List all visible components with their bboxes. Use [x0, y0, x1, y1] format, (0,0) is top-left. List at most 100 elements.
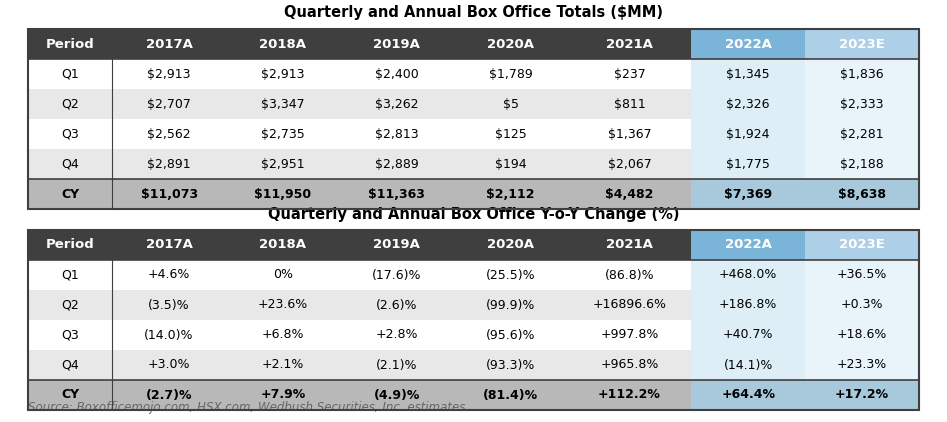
Bar: [454, 350, 567, 380]
Bar: [112, 29, 226, 59]
Bar: [805, 149, 919, 179]
Text: Source: Boxofficemojo.com, HSX.com, Wedbush Securities, Inc. estimates: Source: Boxofficemojo.com, HSX.com, Wedb…: [28, 401, 465, 414]
Bar: [567, 230, 691, 260]
Bar: [805, 119, 919, 149]
Bar: [340, 380, 454, 410]
Text: +64.4%: +64.4%: [722, 389, 776, 401]
Text: +18.6%: +18.6%: [837, 328, 887, 341]
Bar: [454, 119, 567, 149]
Text: +36.5%: +36.5%: [837, 268, 887, 281]
Text: 2021A: 2021A: [606, 38, 652, 51]
Bar: [691, 380, 805, 410]
Bar: [28, 179, 112, 209]
Bar: [805, 29, 919, 59]
Bar: [805, 230, 919, 260]
Text: +186.8%: +186.8%: [719, 298, 777, 311]
Text: +16896.6%: +16896.6%: [593, 298, 667, 311]
Text: $125: $125: [494, 127, 527, 141]
Bar: [112, 320, 226, 350]
Bar: [805, 350, 919, 380]
Bar: [454, 260, 567, 290]
Text: +997.8%: +997.8%: [600, 328, 658, 341]
Text: $2,400: $2,400: [375, 68, 419, 81]
Text: +3.0%: +3.0%: [148, 359, 190, 371]
Text: $8,638: $8,638: [838, 187, 886, 200]
Bar: [567, 119, 691, 149]
Text: $4,482: $4,482: [605, 187, 653, 200]
Text: (17.6)%: (17.6)%: [372, 268, 421, 281]
Text: $2,951: $2,951: [261, 157, 305, 170]
Text: (81.4)%: (81.4)%: [483, 389, 538, 401]
Bar: [567, 320, 691, 350]
Text: Q2: Q2: [62, 298, 79, 311]
Bar: [454, 230, 567, 260]
Text: 2020A: 2020A: [487, 238, 534, 252]
Bar: [691, 89, 805, 119]
Text: $2,913: $2,913: [261, 68, 305, 81]
Bar: [567, 350, 691, 380]
Text: $2,707: $2,707: [147, 97, 191, 111]
Bar: [340, 179, 454, 209]
Bar: [340, 119, 454, 149]
Bar: [340, 260, 454, 290]
Bar: [454, 179, 567, 209]
Bar: [454, 89, 567, 119]
Bar: [691, 149, 805, 179]
Text: Quarterly and Annual Box Office Totals ($MM): Quarterly and Annual Box Office Totals (…: [284, 5, 663, 19]
Text: $2,333: $2,333: [840, 97, 884, 111]
Text: (14.0)%: (14.0)%: [144, 328, 194, 341]
Text: $2,326: $2,326: [726, 97, 770, 111]
Text: CY: CY: [61, 389, 80, 401]
Text: $2,813: $2,813: [375, 127, 419, 141]
Bar: [28, 29, 919, 209]
Bar: [112, 290, 226, 320]
Bar: [28, 29, 112, 59]
Text: $2,112: $2,112: [487, 187, 535, 200]
Text: $2,889: $2,889: [375, 157, 419, 170]
Text: (99.9)%: (99.9)%: [486, 298, 535, 311]
Bar: [226, 89, 340, 119]
Bar: [226, 29, 340, 59]
Text: Period: Period: [45, 238, 95, 252]
Bar: [691, 29, 805, 59]
Text: Period: Period: [45, 38, 95, 51]
Bar: [28, 260, 112, 290]
Text: (2.7)%: (2.7)%: [146, 389, 192, 401]
Text: $237: $237: [614, 68, 645, 81]
Bar: [112, 149, 226, 179]
Bar: [805, 380, 919, 410]
Bar: [112, 380, 226, 410]
Text: 2023E: 2023E: [839, 238, 885, 252]
Text: $3,347: $3,347: [261, 97, 305, 111]
Text: +2.1%: +2.1%: [261, 359, 304, 371]
Bar: [112, 260, 226, 290]
Bar: [691, 350, 805, 380]
Text: (3.5)%: (3.5)%: [149, 298, 190, 311]
Text: +7.9%: +7.9%: [260, 389, 306, 401]
Bar: [567, 29, 691, 59]
Bar: [567, 149, 691, 179]
Bar: [805, 59, 919, 89]
Bar: [567, 290, 691, 320]
Text: (86.8)%: (86.8)%: [604, 268, 654, 281]
Bar: [567, 260, 691, 290]
Text: (4.9)%: (4.9)%: [373, 389, 420, 401]
Bar: [226, 260, 340, 290]
Text: 0%: 0%: [273, 268, 293, 281]
Bar: [691, 290, 805, 320]
Bar: [28, 350, 112, 380]
Bar: [226, 380, 340, 410]
Text: (14.1)%: (14.1)%: [724, 359, 773, 371]
Text: $7,369: $7,369: [724, 187, 773, 200]
Text: 2018A: 2018A: [259, 238, 307, 252]
Text: 2023E: 2023E: [839, 38, 885, 51]
Text: $1,836: $1,836: [840, 68, 884, 81]
Text: Q1: Q1: [62, 68, 79, 81]
Text: $2,913: $2,913: [148, 68, 191, 81]
Text: 2022A: 2022A: [724, 238, 772, 252]
Bar: [28, 119, 112, 149]
Bar: [112, 350, 226, 380]
Bar: [454, 59, 567, 89]
Text: 2019A: 2019A: [373, 238, 420, 252]
Bar: [226, 230, 340, 260]
